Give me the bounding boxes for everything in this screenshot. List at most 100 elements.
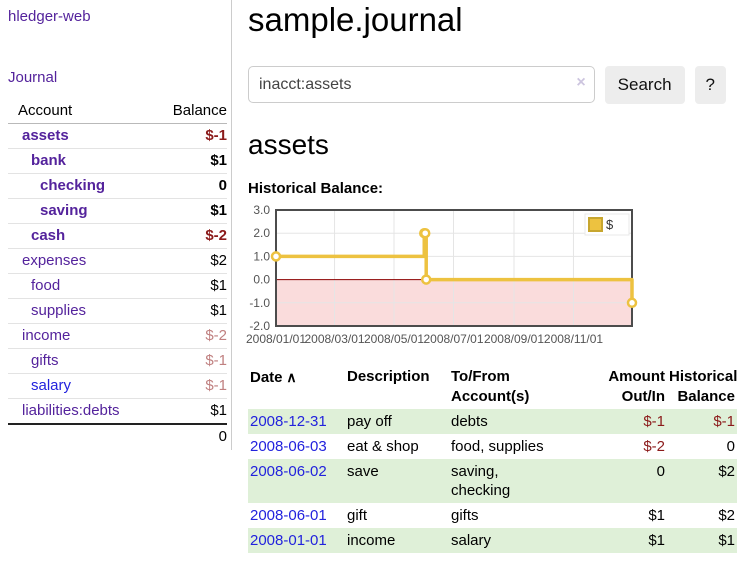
transaction-amount: 0	[656, 463, 665, 480]
account-link-expenses[interactable]: expenses	[22, 252, 87, 269]
account-link-gifts[interactable]: gifts	[31, 352, 59, 369]
accounts-col-account: Account	[8, 99, 156, 124]
register-body: 2008-12-31 pay off debts $-1 $-1 2008-06-03 ea…	[248, 409, 737, 553]
account-link-saving[interactable]: saving	[40, 202, 88, 219]
accounts-total-value: 0	[155, 423, 227, 449]
transaction-description: pay off	[347, 413, 392, 430]
data-point-marker	[420, 274, 432, 285]
search-bar: × Search ?	[248, 66, 726, 104]
account-heading: assets	[248, 129, 329, 160]
account-row: checking 0	[8, 173, 227, 199]
transaction-date-link[interactable]: 2008-06-03	[250, 438, 327, 455]
sidebar-item-journal[interactable]: Journal	[8, 69, 58, 86]
help-button[interactable]: ?	[694, 66, 726, 104]
transaction-accounts: saving, checking	[451, 463, 511, 499]
account-link-salary[interactable]: salary	[31, 377, 72, 394]
data-point-marker	[270, 251, 282, 262]
transaction-row: 2008-06-02 save saving, checking 0 $2	[248, 459, 737, 503]
transaction-row: 2008-06-01 gift gifts $1 $2	[248, 503, 737, 528]
transaction-amount: $-2	[643, 438, 665, 455]
account-link-supplies[interactable]: supplies	[31, 302, 87, 319]
account-row: food $1	[8, 273, 227, 299]
transaction-amount: $1	[648, 532, 665, 549]
transaction-accounts: debts	[451, 413, 488, 430]
chart-title: Historical Balance:	[248, 180, 384, 197]
transaction-accounts: salary	[451, 532, 492, 549]
account-row: saving $1	[8, 198, 227, 224]
register-col-to-from: To/From Account(s)	[451, 368, 530, 405]
transaction-row: 2008-01-01 income salary $1 $1	[248, 528, 737, 553]
page-title: sample.journal	[248, 1, 463, 38]
transaction-balance: 0	[726, 438, 735, 455]
clear-search-icon[interactable]: ×	[576, 74, 586, 91]
account-row: income $-2	[8, 323, 227, 349]
account-balance: $1	[155, 198, 227, 224]
transaction-balance: $2	[718, 463, 735, 480]
transaction-date-link[interactable]: 2008-12-31	[250, 413, 327, 430]
transaction-date-link[interactable]: 2008-01-01	[250, 532, 327, 549]
transaction-description: gift	[347, 507, 368, 524]
accounts-table-body: assets $-1 bank $1 checking 0 saving $1 cash $-2 e…	[8, 123, 227, 425]
account-link-food[interactable]: food	[31, 277, 61, 294]
legend-label: $	[606, 217, 614, 232]
account-row: supplies $1	[8, 298, 227, 324]
sort-asc-icon: ∧	[282, 369, 297, 385]
register-col-historical: Historical Balance	[669, 368, 738, 405]
y-tick-label: 3.0	[253, 204, 270, 217]
x-tick-label: 2008/01/01	[246, 332, 306, 346]
transaction-balance: $-1	[713, 413, 735, 430]
chart-border	[275, 209, 633, 327]
historical-balance-chart: 3.0 2.0 1.0 0.0 -1.0 -2.02008/01/012008/03/01…	[246, 204, 638, 346]
account-link-checking[interactable]: checking	[40, 177, 106, 194]
account-link-income[interactable]: income	[22, 327, 71, 344]
search-input[interactable]	[248, 66, 595, 103]
legend-swatch	[588, 217, 603, 232]
account-balance: $1	[155, 273, 227, 299]
account-balance: $-1	[155, 348, 227, 374]
transaction-amount: $-1	[643, 413, 665, 430]
transaction-description: eat & shop	[347, 438, 419, 455]
register-header-row: Date ∧ Description To/From Account(s) Amoun…	[248, 365, 737, 409]
hledger-web-app: hledger-web Journal Account Balance asse…	[0, 0, 737, 553]
search-button[interactable]: Search	[604, 66, 685, 104]
account-link-liabilities-debts[interactable]: liabilities:debts	[22, 402, 120, 419]
account-balance: $1	[155, 398, 227, 425]
register-col-amount: Amount Out/In	[608, 368, 665, 405]
account-row: liabilities:debts $1	[8, 398, 227, 425]
register-col-description: Description	[347, 368, 430, 385]
transaction-row: 2008-12-31 pay off debts $-1 $-1	[248, 409, 737, 434]
account-balance: $-1	[155, 373, 227, 399]
account-row: gifts $-1	[8, 348, 227, 374]
transaction-accounts: gifts	[451, 507, 479, 524]
account-row: cash $-2	[8, 223, 227, 249]
x-tick-label: 2008/09/01	[484, 332, 544, 346]
accounts-col-balance: Balance	[155, 99, 227, 124]
account-link-cash[interactable]: cash	[31, 227, 66, 244]
data-point-marker	[626, 297, 638, 309]
account-link-bank[interactable]: bank	[31, 152, 67, 169]
account-row: bank $1	[8, 148, 227, 174]
account-balance: $-1	[155, 123, 227, 149]
account-row: assets $-1	[8, 123, 227, 149]
y-tick-label: 2.0	[253, 226, 270, 240]
transaction-accounts: food, supplies	[451, 438, 544, 455]
main-content: sample.journal × Search ? assets Histori…	[232, 0, 737, 553]
transaction-date-link[interactable]: 2008-06-01	[250, 507, 327, 524]
transaction-description: save	[347, 463, 379, 480]
transaction-row: 2008-06-03 eat & shop food, supplies $-2 0	[248, 434, 737, 459]
register-col-date[interactable]: Date ∧	[250, 369, 297, 386]
transaction-balance: $1	[718, 532, 735, 549]
accounts-table: Account Balance assets $-1 bank $1 checking 0…	[8, 99, 227, 449]
accounts-header-row: Account Balance	[8, 99, 227, 124]
sidebar: hledger-web Journal Account Balance asse…	[0, 0, 232, 450]
x-tick-label: 2008/11/01	[544, 332, 603, 346]
account-link-assets[interactable]: assets	[22, 127, 69, 144]
y-tick-label: -1.0	[249, 296, 270, 310]
transaction-date-link[interactable]: 2008-06-02	[250, 463, 327, 480]
y-tick-label: -2.0	[249, 319, 270, 333]
y-tick-label: 0.0	[253, 273, 270, 287]
register-table: Date ∧ Description To/From Account(s) Amoun…	[248, 365, 737, 553]
account-balance: 0	[155, 173, 227, 199]
app-title-link[interactable]: hledger-web	[8, 8, 91, 25]
account-balance: $2	[155, 248, 227, 274]
